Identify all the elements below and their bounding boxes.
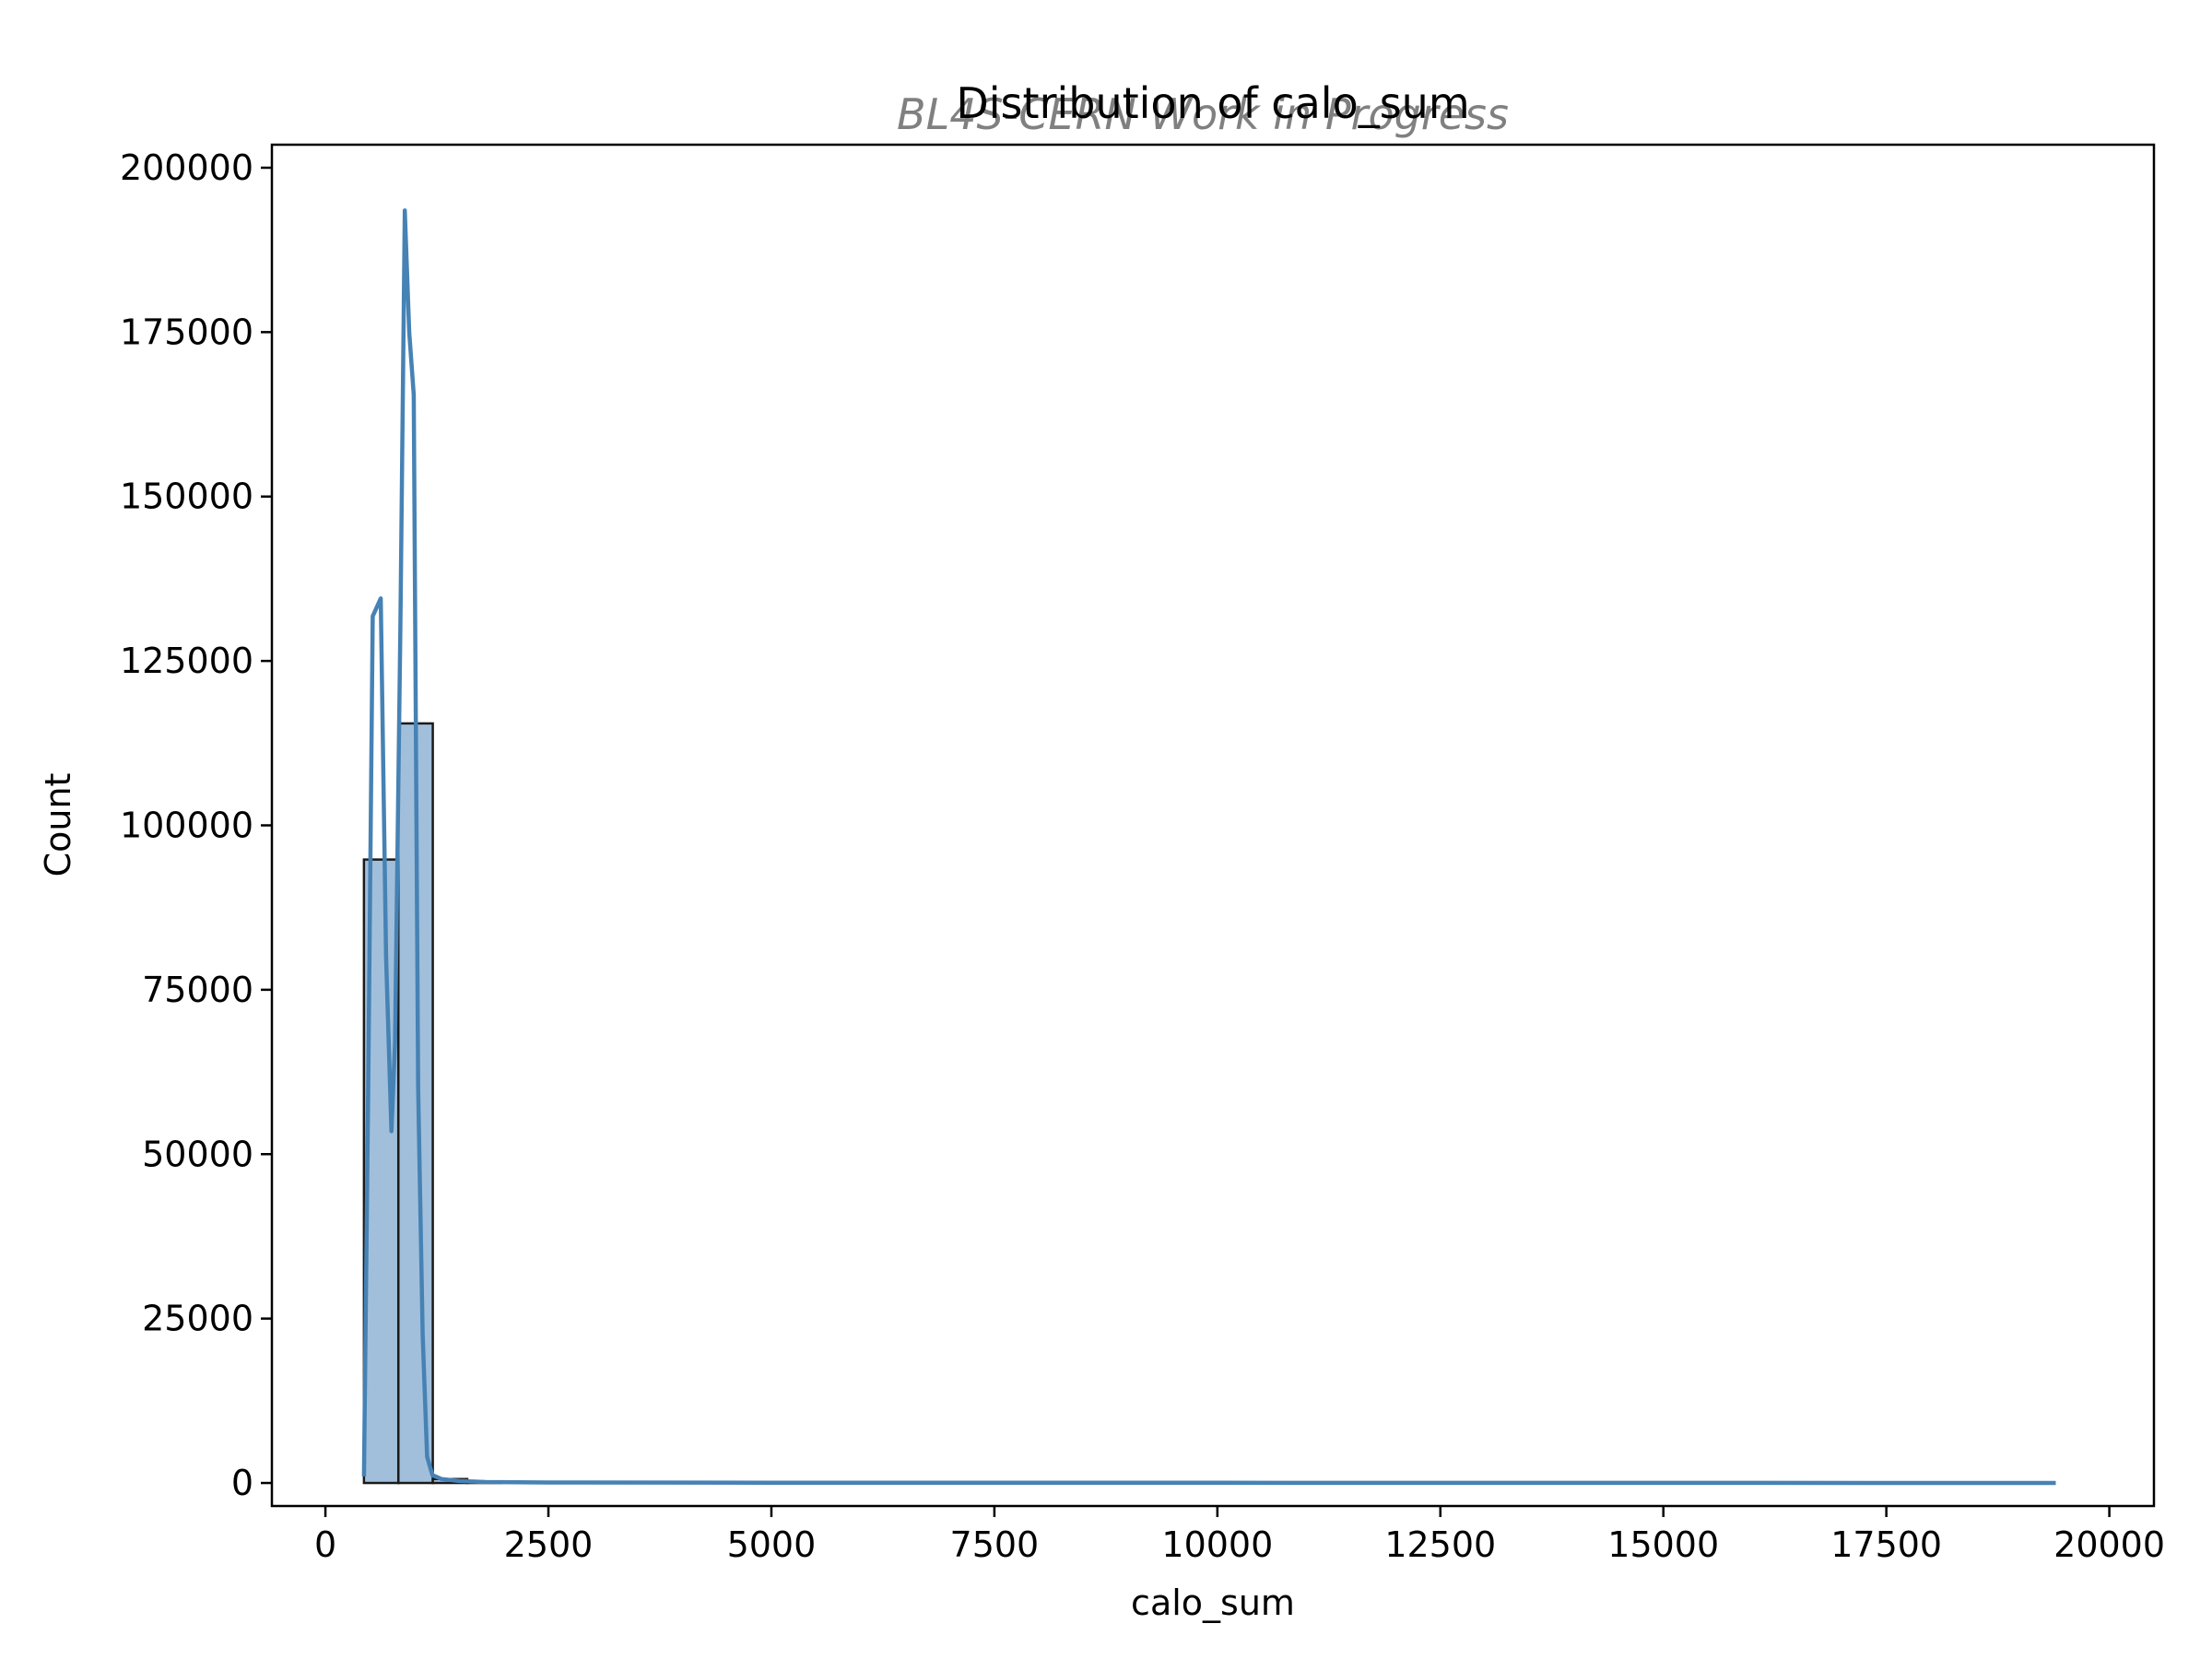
y-tick-label: 175000: [120, 312, 253, 352]
x-tick-label: 2500: [504, 1524, 594, 1565]
kde-curve: [361, 208, 2056, 1486]
y-tick-label: 125000: [120, 641, 253, 681]
x-tick-label: 10000: [1161, 1524, 1273, 1565]
x-tick-label: 5000: [727, 1524, 817, 1565]
y-tick-label: 150000: [120, 477, 253, 517]
chart-watermark: BL4S-CERN Work in Progress: [897, 89, 1509, 139]
y-tick-label: 75000: [142, 970, 253, 1010]
x-tick-label: 12500: [1384, 1524, 1496, 1565]
kde-layer: [361, 208, 2056, 1486]
x-tick-label: 0: [314, 1524, 336, 1565]
y-tick-label: 50000: [142, 1134, 253, 1174]
y-tick-label: 100000: [120, 806, 253, 846]
x-tick-label: 7500: [950, 1524, 1040, 1565]
plot-area: [270, 143, 2156, 1508]
x-axis-ticks: 0 2500 5000 7500 10000 12500 15000 17500 20000: [314, 1506, 2165, 1565]
x-axis-label: calo_sum: [1131, 1583, 1295, 1623]
x-tick-label: 17500: [1830, 1524, 1942, 1565]
axes-background: [272, 145, 2154, 1506]
x-tick-label: 15000: [1607, 1524, 1719, 1565]
x-tick-label: 20000: [2053, 1524, 2165, 1565]
y-axis-ticks: 0 25000 50000 75000 100000 125000 150000 175000…: [120, 147, 272, 1503]
chart-title: Distribution of calo_sum: [956, 78, 1469, 128]
y-tick-label: 25000: [142, 1299, 253, 1339]
y-axis-label: Count: [38, 773, 78, 877]
y-tick-label: 200000: [120, 147, 253, 188]
y-tick-label: 0: [231, 1463, 253, 1503]
